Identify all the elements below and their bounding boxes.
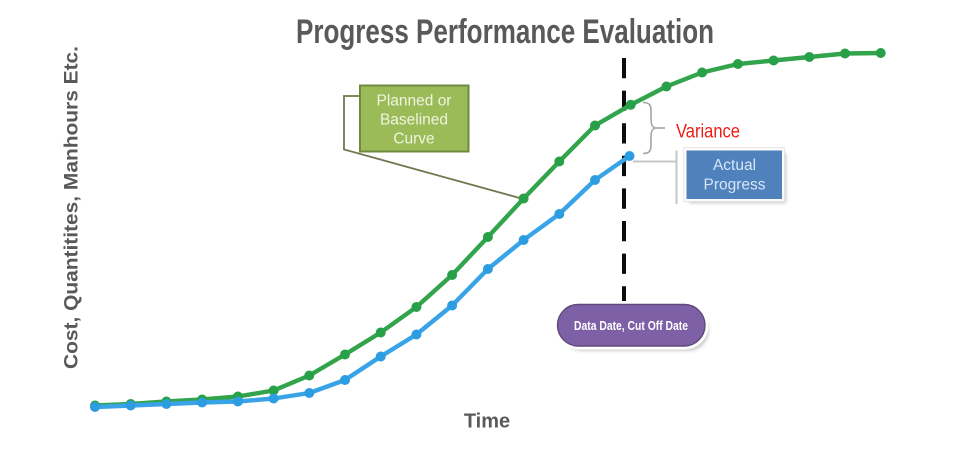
svg-text:Variance: Variance — [676, 121, 740, 143]
svg-text:Data Date, Cut Off Date: Data Date, Cut Off Date — [574, 318, 688, 333]
svg-text:Curve: Curve — [393, 131, 434, 148]
svg-text:Planned or: Planned or — [377, 93, 452, 110]
svg-text:Baselined: Baselined — [380, 112, 448, 129]
svg-text:Progress: Progress — [703, 177, 765, 194]
svg-text:Cost, Quantitites, Manhours Et: Cost, Quantitites, Manhours Etc. — [62, 46, 83, 369]
svg-text:Progress Performance Evaluatio: Progress Performance Evaluation — [296, 13, 714, 51]
svg-text:Time: Time — [464, 411, 510, 433]
svg-text:Actual: Actual — [713, 157, 756, 174]
